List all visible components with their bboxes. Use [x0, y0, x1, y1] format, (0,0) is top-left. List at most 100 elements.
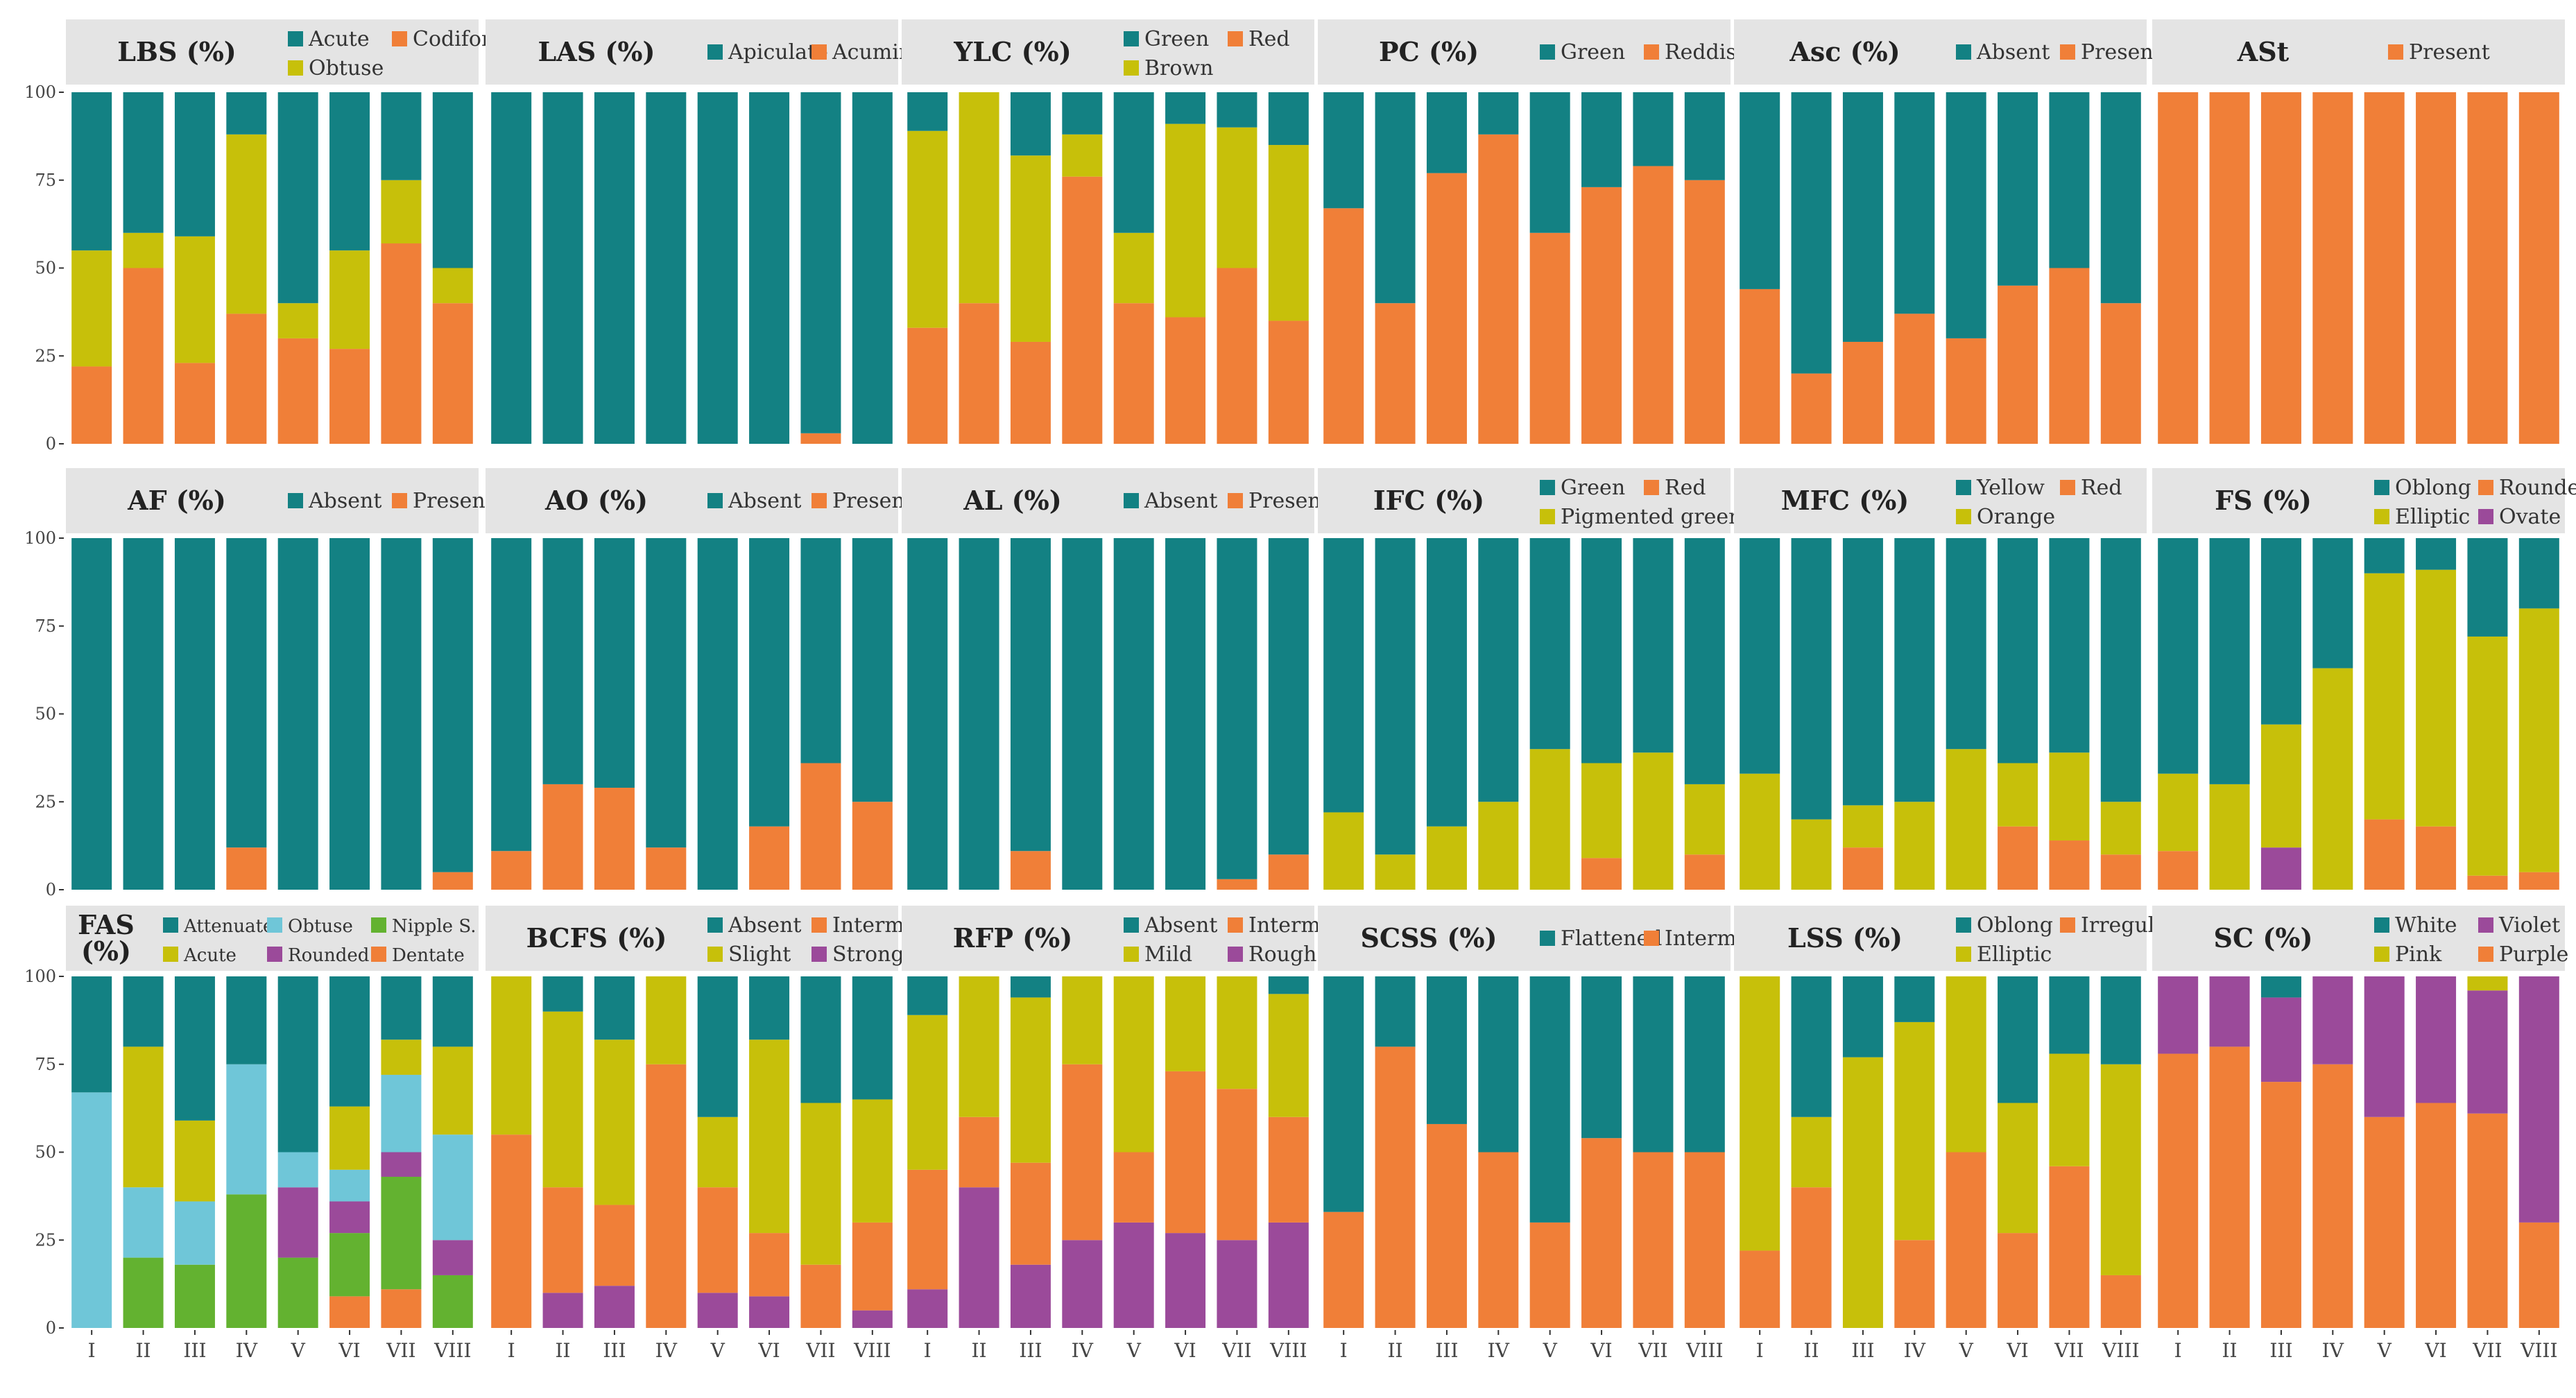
bar-segment-attenuate — [226, 976, 267, 1064]
legend-swatch — [2478, 480, 2493, 495]
panel-mfc: MFC (%) Yellow Red Orange — [1734, 468, 2147, 890]
bar-segment-absent — [1268, 538, 1309, 855]
bar-segment-present — [800, 763, 841, 890]
legend-item-violet: Violet — [2478, 913, 2560, 938]
panel-strip — [1734, 19, 2147, 85]
bar-segment-green — [1478, 92, 1519, 135]
x-tick-label: VIII — [1269, 1339, 1307, 1362]
panel-strip — [1734, 468, 2147, 533]
bar-segment-red — [1062, 176, 1103, 444]
x-tick-label: I — [88, 1339, 96, 1362]
bar-segment-orange — [1998, 763, 2038, 827]
bar-segment-green — [1375, 538, 1416, 855]
bar-segment-elliptic — [2518, 608, 2559, 872]
x-tick-label: V — [291, 1339, 306, 1362]
bar-segment-oblong — [1894, 976, 1935, 1022]
legend-swatch — [812, 947, 827, 962]
legend-item-attenuate: Attenuate — [163, 916, 273, 937]
bar-segment-nipple-s — [432, 1275, 473, 1328]
bar-segment-present — [749, 826, 790, 890]
bar-segment-rough — [1268, 1222, 1309, 1328]
panel-ifc: IFC (%) Green Red Pigmented green — [1318, 468, 1742, 890]
legend-label: Present — [2081, 40, 2162, 64]
bar-segment-present — [1842, 341, 1883, 444]
bar-segment-elliptic — [1842, 1057, 1883, 1328]
bar-segment-obtuse — [329, 250, 370, 350]
legend-swatch — [2374, 947, 2389, 962]
x-tick-label: IV — [1488, 1339, 1510, 1362]
legend-label: Obtuse — [309, 56, 384, 80]
legend-item-green: Green — [1124, 27, 1209, 51]
bar-segment-violet — [2364, 976, 2405, 1117]
legend-label: Absent — [308, 489, 381, 513]
bar-segment-codiform — [71, 366, 112, 444]
bar-segment-slight — [594, 1039, 635, 1205]
bar-segment-obtuse — [381, 1074, 422, 1153]
bar-segment-absent — [697, 976, 738, 1117]
legend-swatch — [2060, 917, 2075, 933]
legend-label: Green — [1561, 40, 1625, 64]
bar-segment-obtuse — [174, 1201, 215, 1265]
legend-item-acute: Acute — [163, 945, 237, 966]
bar-segment-oblong — [2260, 538, 2301, 725]
bar-segment-reddish-green — [1323, 208, 1364, 444]
bar-segment-acute — [123, 92, 164, 233]
bar-segment-codiform — [277, 338, 318, 444]
bar-segment-absent — [852, 538, 893, 802]
legend-swatch — [163, 917, 178, 933]
legend-swatch — [812, 917, 827, 933]
legend-item-oblong: Oblong — [2374, 476, 2471, 500]
bar-segment-brown — [907, 130, 948, 328]
bar-segment-rounded — [2518, 872, 2559, 890]
panel-title: YLC (%) — [953, 36, 1071, 67]
legend-label: Absent — [728, 489, 801, 513]
bar-segment-violet — [2209, 976, 2250, 1047]
bar-segment-intermediate — [959, 1116, 999, 1188]
bar-segment-acute — [71, 92, 112, 251]
legend-swatch — [267, 917, 282, 933]
legend-swatch — [707, 493, 723, 508]
bar-segment-rounded — [432, 1240, 473, 1275]
legend-swatch — [1124, 917, 1139, 933]
bar-segment-attenuate — [432, 976, 473, 1047]
bar-segment-purple — [2467, 1113, 2508, 1328]
legend-label: Red — [1665, 476, 1706, 500]
bar-segment-mild — [1010, 997, 1051, 1163]
legend-item-obtuse: Obtuse — [288, 56, 384, 80]
bar-segment-absent — [646, 538, 687, 848]
legend-label: Green — [1144, 27, 1209, 51]
bar-segment-oblong — [1842, 976, 1883, 1058]
legend-swatch — [812, 493, 827, 508]
legend-item-red: Red — [1644, 476, 1706, 500]
panel-title: FAS (%) — [78, 909, 135, 967]
panel-strip — [486, 468, 898, 533]
legend-swatch — [1124, 60, 1139, 76]
bar-segment-violet — [2260, 997, 2301, 1082]
bar-segment-irregular — [2100, 1275, 2141, 1328]
panel-strip — [1734, 906, 2147, 971]
x-tick-label: VII — [805, 1339, 835, 1362]
legend-item-mild: Mild — [1124, 942, 1192, 967]
bar-segment-elliptic — [1894, 1021, 1935, 1241]
legend-item-elliptic: Elliptic — [2374, 505, 2470, 529]
legend-label: Purple — [2499, 942, 2568, 967]
bar-segment-intermediate — [907, 1169, 948, 1290]
legend-label: Ovate — [2499, 505, 2561, 529]
bar-segment-apiculate — [800, 92, 841, 433]
bar-segment-absent — [1740, 92, 1780, 289]
bar-segment-absent — [71, 538, 112, 890]
x-tick-label: V — [1126, 1339, 1142, 1362]
panel-strip — [66, 468, 479, 533]
bar-segment-absent — [277, 538, 318, 890]
bar-segment-irregular — [1791, 1187, 1832, 1328]
bar-segment-absent — [1894, 92, 1935, 314]
bar-segment-elliptic — [2467, 636, 2508, 876]
legend-item-present: Present — [812, 489, 913, 513]
y-tick-label: 0 — [46, 1318, 56, 1338]
bar-segment-yellow — [1791, 538, 1832, 820]
legend-label: Pigmented green — [1561, 505, 1742, 529]
bar-segment-elliptic — [2416, 569, 2457, 827]
bar-segment-present — [1998, 285, 2038, 444]
